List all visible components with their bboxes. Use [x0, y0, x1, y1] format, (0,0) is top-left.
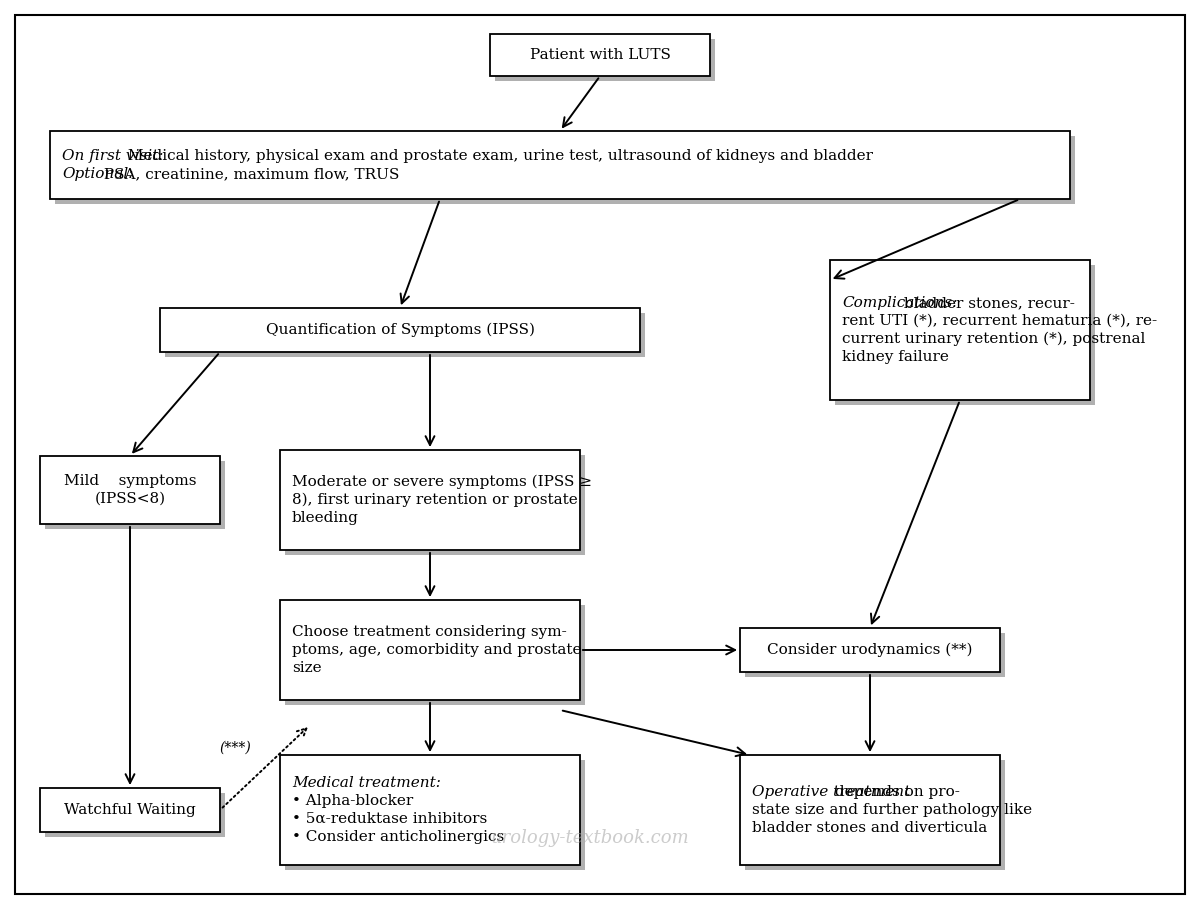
Bar — [50, 131, 1070, 199]
Text: (IPSS<8): (IPSS<8) — [95, 492, 166, 506]
Text: Quantification of Symptoms (IPSS): Quantification of Symptoms (IPSS) — [265, 323, 534, 337]
Text: size: size — [292, 661, 322, 675]
Bar — [830, 260, 1090, 400]
Text: Watchful Waiting: Watchful Waiting — [64, 803, 196, 817]
Bar — [280, 600, 580, 700]
Text: On first visit:: On first visit: — [62, 149, 163, 163]
Text: Mild    symptoms: Mild symptoms — [64, 474, 197, 488]
Text: Medical history, physical exam and prostate exam, urine test, ultrasound of kidn: Medical history, physical exam and prost… — [124, 149, 874, 163]
Bar — [40, 456, 220, 524]
Bar — [496, 39, 715, 81]
Bar — [286, 455, 586, 555]
Bar — [55, 136, 1075, 204]
Text: Operative treatment: Operative treatment — [752, 785, 911, 799]
Text: Optional:: Optional: — [62, 167, 133, 181]
Bar — [745, 633, 1006, 677]
Text: Complications:: Complications: — [842, 296, 958, 310]
Bar — [835, 265, 1096, 405]
Text: state size and further pathology like: state size and further pathology like — [752, 803, 1032, 817]
Bar — [46, 461, 226, 529]
Bar — [46, 793, 226, 837]
Text: bladder stones and diverticula: bladder stones and diverticula — [752, 821, 988, 835]
Text: depends on pro-: depends on pro- — [829, 785, 960, 799]
Bar — [280, 755, 580, 865]
Text: 8), first urinary retention or prostate: 8), first urinary retention or prostate — [292, 493, 577, 507]
Text: kidney failure: kidney failure — [842, 350, 949, 364]
Text: PSA, creatinine, maximum flow, TRUS: PSA, creatinine, maximum flow, TRUS — [98, 167, 400, 181]
Text: current urinary retention (*), postrenal: current urinary retention (*), postrenal — [842, 332, 1145, 346]
Text: rent UTI (*), recurrent hematuria (*), re-: rent UTI (*), recurrent hematuria (*), r… — [842, 314, 1157, 328]
Bar — [160, 308, 640, 352]
Text: • Alpha-blocker: • Alpha-blocker — [292, 794, 413, 808]
Text: bladder stones, recur-: bladder stones, recur- — [899, 296, 1075, 310]
Text: Choose treatment considering sym-: Choose treatment considering sym- — [292, 625, 566, 639]
Bar — [745, 760, 1006, 870]
Text: Moderate or severe symptoms (IPSS ≥: Moderate or severe symptoms (IPSS ≥ — [292, 474, 592, 489]
Text: • Consider anticholinergics: • Consider anticholinergics — [292, 830, 504, 844]
Text: urology-textbook.com: urology-textbook.com — [491, 829, 689, 847]
Bar — [166, 313, 646, 357]
Text: Medical treatment:: Medical treatment: — [292, 776, 440, 790]
Text: (***): (***) — [220, 741, 251, 754]
Text: ptoms, age, comorbidity and prostate: ptoms, age, comorbidity and prostate — [292, 643, 582, 657]
Text: Consider urodynamics (**): Consider urodynamics (**) — [767, 643, 973, 657]
Bar — [740, 628, 1000, 672]
Text: • 5α-reduktase inhibitors: • 5α-reduktase inhibitors — [292, 812, 487, 826]
Bar — [280, 450, 580, 550]
Bar — [490, 34, 710, 76]
Bar — [740, 755, 1000, 865]
Text: Patient with LUTS: Patient with LUTS — [529, 48, 671, 62]
Bar — [40, 788, 220, 832]
Bar — [286, 760, 586, 870]
Text: bleeding: bleeding — [292, 511, 359, 525]
Bar — [286, 605, 586, 705]
